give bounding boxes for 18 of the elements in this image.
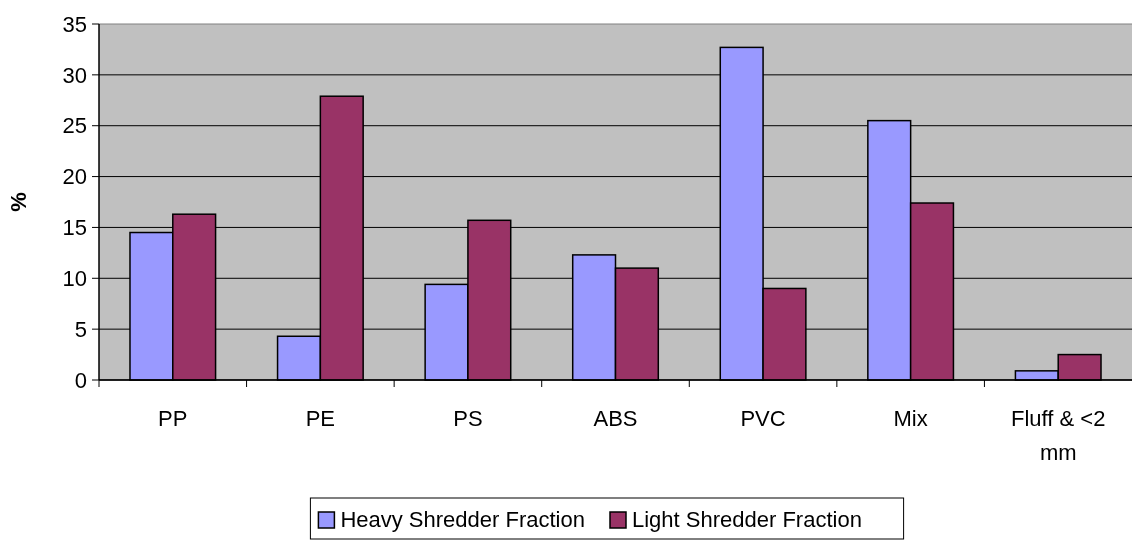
legend-label: Light Shredder Fraction [632,506,862,532]
y-tick-label: 30 [62,62,87,88]
legend-label: Heavy Shredder Fraction [340,506,585,532]
x-tick-label: PS [453,406,483,431]
y-tick-label: 25 [62,113,87,139]
y-tick-label: 10 [62,265,87,291]
y-tick-label: 0 [74,367,87,393]
x-tick-label: PP [158,406,188,431]
x-tick-label: Fluff & <2 mm [1011,406,1106,465]
y-tick-label: 5 [74,316,87,342]
x-tick-label: ABS [593,406,638,431]
x-tick-label: PVC [740,406,786,431]
x-tick-label: PE [305,406,336,431]
y-axis-title: % [6,192,31,212]
y-tick-label: 20 [62,164,87,190]
x-tick-label: Mix [893,406,928,431]
y-tick-label: 35 [62,11,87,37]
y-tick-label: 15 [62,215,87,241]
